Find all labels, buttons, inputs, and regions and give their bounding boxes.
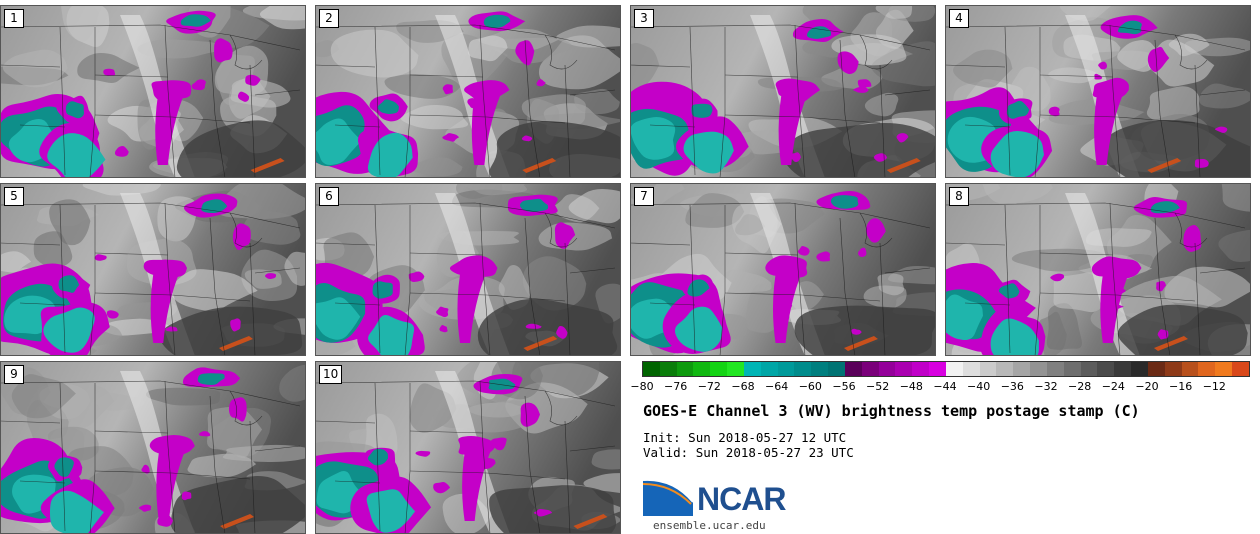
colorbar-segment bbox=[1215, 362, 1232, 376]
colorbar-segment bbox=[1080, 362, 1098, 376]
colorbar-tick-label: −28 bbox=[1068, 380, 1092, 393]
postage-stamp-panel: 1 bbox=[0, 5, 306, 178]
colorbar-tick-label: −16 bbox=[1169, 380, 1193, 393]
colorbar-tick-label: −80 bbox=[630, 380, 654, 393]
colorbar-segment bbox=[1181, 362, 1199, 376]
brightness-temp-map bbox=[315, 183, 621, 356]
colorbar-segment bbox=[912, 362, 930, 376]
member-number-label: 10 bbox=[319, 365, 343, 384]
member-number-label: 7 bbox=[634, 187, 654, 206]
colorbar-tick-label: −76 bbox=[664, 380, 688, 393]
colorbar-segment bbox=[895, 362, 913, 376]
colorbar-segment bbox=[1198, 362, 1216, 376]
colorbar-segment bbox=[659, 362, 677, 376]
colorbar-tick-label: −52 bbox=[866, 380, 890, 393]
colorbar-segment bbox=[1013, 362, 1031, 376]
postage-stamp-panel: 3 bbox=[630, 5, 936, 178]
colorbar-segment bbox=[1231, 362, 1249, 376]
website-link[interactable]: ensemble.ucar.edu bbox=[653, 519, 766, 532]
brightness-temp-map bbox=[945, 5, 1251, 178]
colorbar-segment bbox=[676, 362, 694, 376]
colorbar-tick-label: −32 bbox=[1034, 380, 1058, 393]
colorbar-segment bbox=[1114, 362, 1132, 376]
colorbar-segment bbox=[794, 362, 812, 376]
brightness-temp-map bbox=[315, 5, 621, 178]
colorbar-tick-label: −56 bbox=[832, 380, 856, 393]
postage-stamp-panel: 6 bbox=[315, 183, 621, 356]
postage-stamp-panel: 5 bbox=[0, 183, 306, 356]
brightness-temp-map bbox=[945, 183, 1251, 356]
postage-stamp-panel: 9 bbox=[0, 361, 306, 534]
colorbar-segment bbox=[811, 362, 829, 376]
colorbar-segment bbox=[710, 362, 728, 376]
colorbar-tick-label: −60 bbox=[798, 380, 822, 393]
brightness-temp-map bbox=[315, 361, 621, 534]
init-value: Sun 2018-05-27 12 UTC bbox=[688, 430, 847, 445]
brightness-temp-map bbox=[630, 183, 936, 356]
colorbar-segment bbox=[1164, 362, 1182, 376]
postage-stamp-panel: 2 bbox=[315, 5, 621, 178]
member-number-label: 1 bbox=[4, 9, 24, 28]
colorbar-segment bbox=[693, 362, 711, 376]
colorbar-tick-label: −48 bbox=[899, 380, 923, 393]
colorbar-segment bbox=[945, 362, 963, 376]
valid-value: Sun 2018-05-27 23 UTC bbox=[695, 445, 854, 460]
colorbar-tick-label: −36 bbox=[1000, 380, 1024, 393]
colorbar-segment bbox=[760, 362, 778, 376]
colorbar-segment bbox=[1063, 362, 1081, 376]
colorbar-segment bbox=[996, 362, 1014, 376]
postage-stamp-panel: 10 bbox=[315, 361, 621, 534]
member-number-label: 4 bbox=[949, 9, 969, 28]
member-number-label: 8 bbox=[949, 187, 969, 206]
colorbar-tick-label: −64 bbox=[765, 380, 789, 393]
colorbar-segment bbox=[828, 362, 845, 376]
colorbar-tick-label: −12 bbox=[1202, 380, 1226, 393]
colorbar-tick-label: −68 bbox=[731, 380, 755, 393]
init-time: Init: Sun 2018-05-27 12 UTC bbox=[643, 430, 846, 445]
brightness-temp-map bbox=[0, 361, 306, 534]
postage-stamp-panel: 4 bbox=[945, 5, 1251, 178]
member-number-label: 2 bbox=[319, 9, 339, 28]
ncar-logo: NCAR bbox=[642, 476, 803, 520]
colorbar-segment bbox=[1131, 362, 1148, 376]
colorbar-tick-label: −44 bbox=[933, 380, 957, 393]
colorbar-segment bbox=[1147, 362, 1165, 376]
postage-stamp-panel: 7 bbox=[630, 183, 936, 356]
member-number-label: 5 bbox=[4, 187, 24, 206]
colorbar-segment bbox=[844, 362, 862, 376]
brightness-temp-map bbox=[0, 5, 306, 178]
postage-stamp-panel: 8 bbox=[945, 183, 1251, 356]
member-number-label: 6 bbox=[319, 187, 339, 206]
colorbar-segment bbox=[727, 362, 744, 376]
ncar-swoosh-icon bbox=[642, 478, 694, 516]
member-number-label: 3 bbox=[634, 9, 654, 28]
valid-time: Valid: Sun 2018-05-27 23 UTC bbox=[643, 445, 854, 460]
colorbar-segment bbox=[929, 362, 946, 376]
colorbar-segment bbox=[743, 362, 761, 376]
colorbar-tick-label: −72 bbox=[697, 380, 721, 393]
figure-title: GOES-E Channel 3 (WV) brightness temp po… bbox=[643, 402, 1140, 420]
colorbar-tick-label: −40 bbox=[967, 380, 991, 393]
colorbar-segment bbox=[878, 362, 896, 376]
colorbar bbox=[642, 361, 1250, 377]
brightness-temp-map bbox=[630, 5, 936, 178]
colorbar-segment bbox=[777, 362, 795, 376]
init-label: Init: bbox=[643, 430, 681, 445]
colorbar-segment bbox=[1097, 362, 1115, 376]
colorbar-segment bbox=[1046, 362, 1064, 376]
colorbar-segment bbox=[643, 362, 660, 376]
valid-label: Valid: bbox=[643, 445, 689, 460]
colorbar-segment bbox=[979, 362, 997, 376]
colorbar-ticks: −80 −76 −72 −68 −64 −60 −56 −52 −48 −44 −40 −36 −32−… bbox=[630, 380, 1248, 394]
colorbar-tick-label: −20 bbox=[1135, 380, 1159, 393]
logo-text: NCAR bbox=[697, 481, 786, 517]
colorbar-segment bbox=[861, 362, 879, 376]
member-number-label: 9 bbox=[4, 365, 24, 384]
colorbar-tick-label: −24 bbox=[1101, 380, 1125, 393]
brightness-temp-map bbox=[0, 183, 306, 356]
colorbar-segment bbox=[962, 362, 980, 376]
colorbar-segment bbox=[1030, 362, 1047, 376]
